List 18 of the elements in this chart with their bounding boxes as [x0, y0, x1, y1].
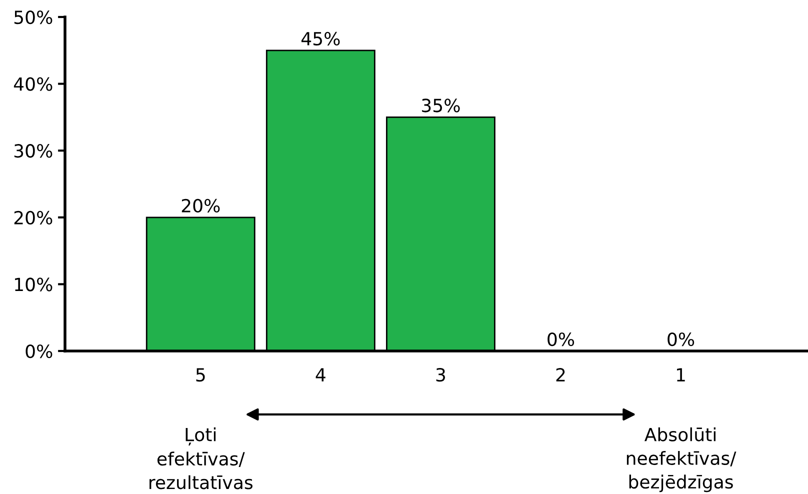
- y-tick-label: 0%: [26, 344, 52, 358]
- x-tick-label: 1: [677, 368, 685, 382]
- text: Ļoti efektīvas/ rezultatīvas: [150, 427, 252, 490]
- data-label: 45%: [301, 32, 340, 46]
- y-tick-label: 20%: [14, 210, 52, 225]
- x-tick-label: 4: [316, 368, 326, 382]
- x-tick-label: 2: [556, 368, 565, 382]
- text: Absolūti neefektīvas/ bezjēdzīgas: [626, 427, 736, 492]
- data-label: 0%: [548, 332, 574, 346]
- data-label: 35%: [422, 98, 460, 112]
- y-tick-label: 10%: [15, 278, 52, 292]
- data-label: 20%: [182, 198, 220, 213]
- data-label: 0%: [668, 332, 694, 346]
- x-tick-label: 5: [196, 368, 205, 382]
- y-tick-label: 50%: [14, 10, 52, 24]
- y-tick-label: 30%: [14, 144, 52, 158]
- y-tick-label: 40%: [14, 77, 52, 91]
- x-tick-label: 3: [436, 368, 445, 382]
